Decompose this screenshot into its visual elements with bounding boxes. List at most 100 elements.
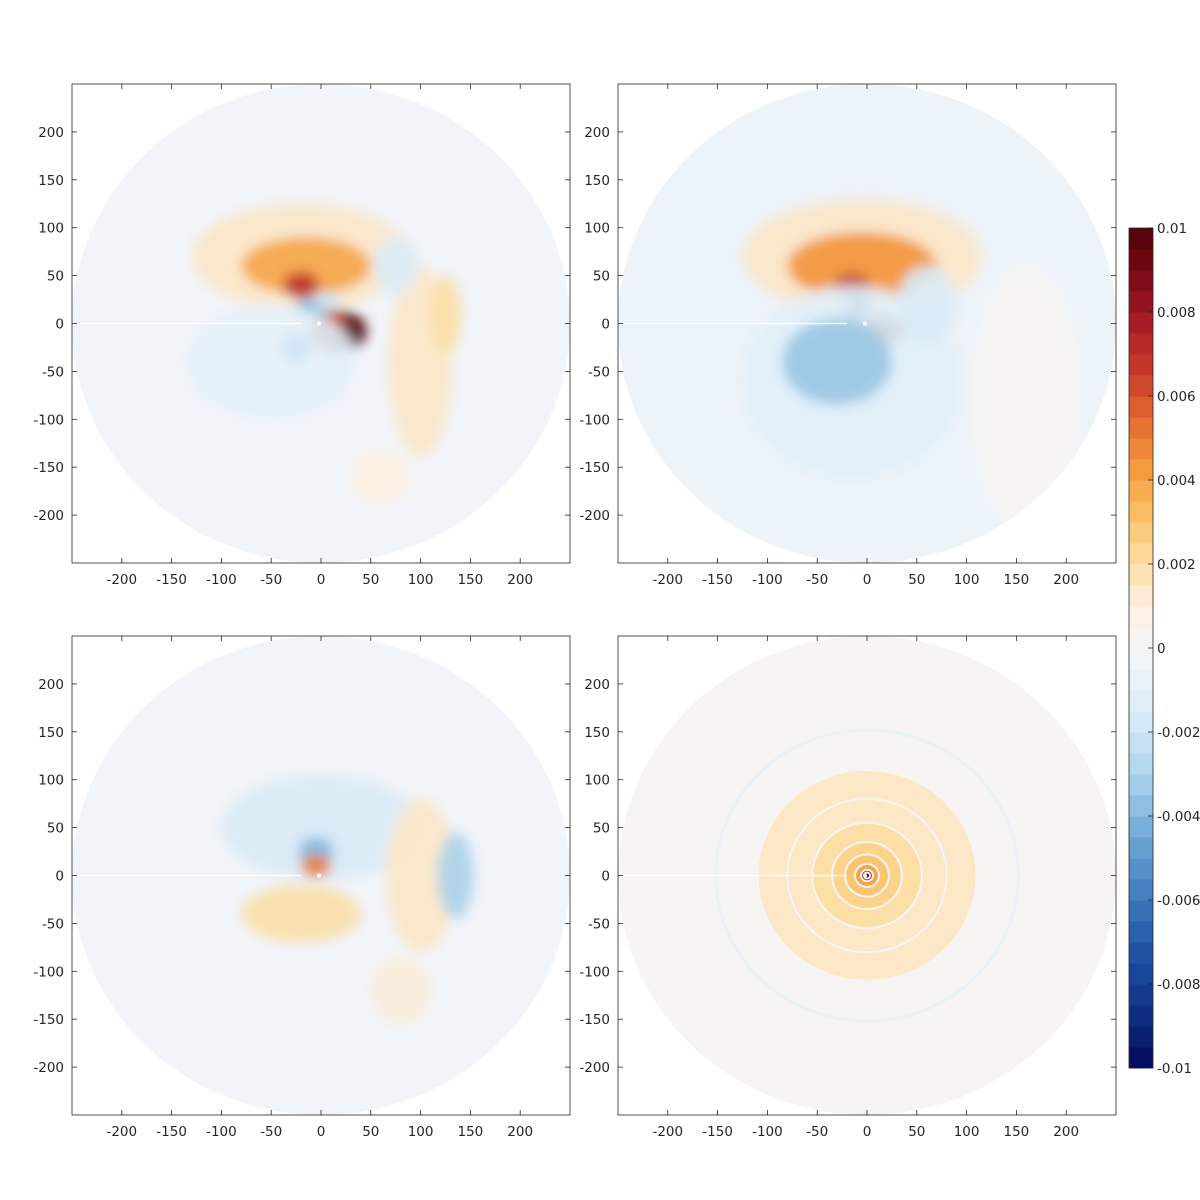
x-tick-label: -100	[206, 572, 237, 588]
anomaly-blob	[787, 232, 937, 300]
data-field	[618, 84, 1116, 563]
y-tick-label: 200	[584, 125, 610, 141]
anomaly-blob	[373, 237, 418, 295]
y-tick-label: -50	[588, 364, 610, 380]
x-tick-label: -150	[156, 1124, 187, 1140]
colorbar: 0.01 0.008 0.006 0.004 0.002 0 -0.002 -0.004 -0.…	[1128, 221, 1200, 1077]
y-tick-label: -150	[33, 460, 64, 476]
colorbar-tick-label: -0.004	[1157, 809, 1200, 825]
colorbar-level	[1129, 942, 1153, 964]
y-tick-label: 0	[601, 869, 610, 885]
y-tick-label: 150	[584, 725, 610, 741]
x-tick-label: 0	[863, 1124, 872, 1140]
x-tick-label: -200	[106, 572, 137, 588]
colorbar-level	[1129, 501, 1153, 523]
colorbar-level	[1129, 417, 1153, 439]
colorbar-level	[1129, 249, 1153, 271]
x-tick-label: -150	[702, 572, 733, 588]
y-tick-label: -50	[588, 916, 610, 932]
y-tick-label: -50	[42, 364, 64, 380]
x-tick-label: 200	[1053, 1124, 1079, 1140]
colorbar-level	[1129, 921, 1153, 943]
colorbar-level	[1129, 858, 1153, 880]
colorbar-tick-label: 0.008	[1157, 305, 1196, 321]
data-field	[72, 84, 570, 563]
x-tick-label: -200	[652, 572, 683, 588]
colorbar-level	[1129, 228, 1153, 250]
colorbar-level	[1129, 270, 1153, 292]
colorbar-tick-label: -0.01	[1157, 1061, 1192, 1077]
colorbar-level	[1129, 984, 1153, 1006]
colorbar-level	[1129, 753, 1153, 775]
y-tick-label: -200	[579, 1060, 610, 1076]
x-tick-label: -200	[106, 1124, 137, 1140]
y-tick-label: 100	[38, 773, 64, 789]
data-field	[72, 636, 570, 1115]
colorbar-level	[1129, 312, 1153, 334]
center-dot	[863, 321, 867, 326]
anomaly-blob	[301, 854, 331, 878]
y-tick-label: -50	[42, 916, 64, 932]
anomaly-blob	[385, 798, 456, 953]
colorbar-tick-label: -0.006	[1157, 893, 1200, 909]
colorbar-level	[1129, 291, 1153, 313]
colorbar-level	[1129, 669, 1153, 691]
x-tick-label: 0	[317, 572, 326, 588]
y-tick-label: -100	[33, 412, 64, 428]
colorbar-level	[1129, 900, 1153, 922]
colorbar-level	[1129, 1047, 1153, 1069]
anomaly-blob	[350, 449, 411, 504]
y-tick-label: 50	[47, 821, 64, 837]
colorbar-tick-label: 0.01	[1157, 221, 1187, 237]
anomaly-blob	[896, 266, 957, 343]
panel-bottom-left: -200 -150 -100 -50 0 50 100 150 200 -200 -150 -100 -…	[33, 635, 571, 1140]
anomaly-blob	[429, 275, 462, 353]
y-tick-label: 200	[38, 677, 64, 693]
anomaly-blob	[971, 266, 1082, 535]
x-tick-label: 50	[908, 1124, 925, 1140]
x-tick-label: -100	[752, 1124, 783, 1140]
anomaly-blob	[370, 956, 431, 1024]
colorbar-level	[1129, 837, 1153, 859]
y-tick-label: -100	[579, 412, 610, 428]
x-tick-label: 150	[458, 1124, 484, 1140]
colorbar-level	[1129, 795, 1153, 817]
colorbar-tick-label: 0.002	[1157, 557, 1196, 573]
anomaly-blob	[241, 237, 371, 295]
colorbar-level	[1129, 585, 1153, 607]
panel-top-left: -200 -150 -100 -50 0 50 100 150 200 -200 -150 -100 -…	[33, 83, 571, 588]
colorbar-level	[1129, 774, 1153, 796]
x-tick-label: 0	[863, 572, 872, 588]
y-tick-label: 50	[593, 821, 610, 837]
x-tick-label: 100	[408, 572, 434, 588]
colorbar-level	[1129, 711, 1153, 733]
y-tick-label: -200	[33, 508, 64, 524]
y-tick-label: 0	[55, 869, 64, 885]
colorbar-tick-label: -0.002	[1157, 725, 1200, 741]
colorbar-level	[1129, 459, 1153, 481]
colorbar-level	[1129, 375, 1153, 397]
y-tick-label: 50	[593, 269, 610, 285]
x-tick-label: -50	[260, 572, 282, 588]
x-tick-label: -50	[806, 572, 828, 588]
x-tick-label: 200	[507, 572, 533, 588]
y-tick-label: 100	[38, 221, 64, 237]
colorbar-level	[1129, 606, 1153, 628]
panel-top-right: -200 -150 -100 -50 0 50 100 150 200 -200 -150 -100 -…	[579, 83, 1117, 588]
colorbar-level	[1129, 879, 1153, 901]
x-tick-label: 200	[507, 1124, 533, 1140]
panel-bottom-right: -200 -150 -100 -50 0 50 100 150 200 -200 -150 -100 -…	[579, 635, 1117, 1140]
colorbar-tick-label: -0.008	[1157, 977, 1200, 993]
y-tick-label: 100	[584, 773, 610, 789]
y-tick-label: 200	[38, 125, 64, 141]
x-tick-label: 100	[954, 1124, 980, 1140]
y-tick-label: 0	[601, 317, 610, 333]
data-field	[618, 636, 1116, 1115]
colorbar-tick-label: 0.006	[1157, 389, 1196, 405]
y-tick-label: 0	[55, 317, 64, 333]
colorbar-tick-label: 0	[1157, 641, 1166, 657]
colorbar-level	[1129, 1026, 1153, 1048]
colorbar-level	[1129, 816, 1153, 838]
anomaly-blob	[312, 291, 340, 308]
x-tick-label: 50	[908, 572, 925, 588]
